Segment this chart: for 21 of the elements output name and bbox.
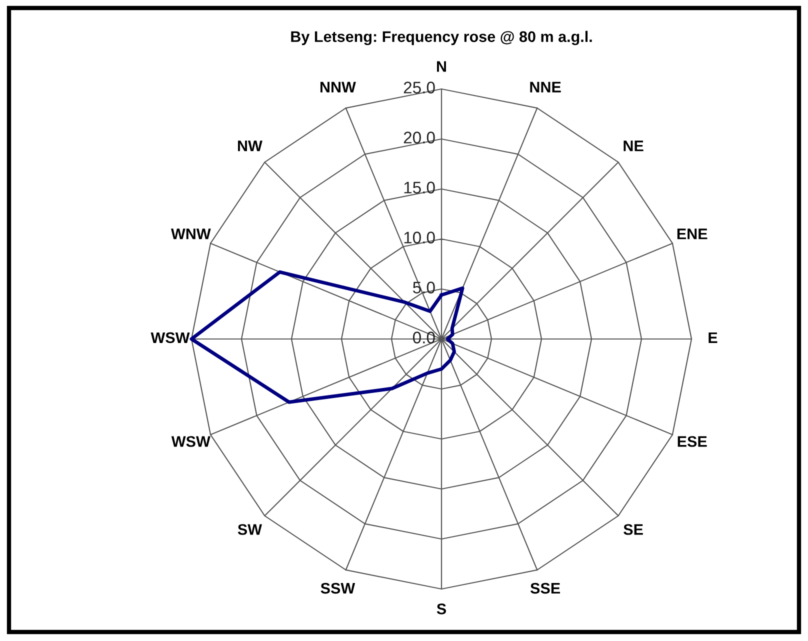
- spoke-label: S: [436, 604, 446, 614]
- spoke-label: SE: [624, 524, 643, 535]
- chart-title: By Letseng: Frequency rose @ 80 m a.g.l.: [291, 30, 592, 46]
- spoke-label: WSW: [171, 436, 210, 447]
- spoke-label: ENE: [677, 228, 708, 240]
- y-tick-label: 25.0: [404, 82, 435, 94]
- spoke-label: NE: [624, 140, 644, 152]
- spoke-label: WSW: [150, 332, 190, 344]
- y-tick-label: 10.0: [404, 232, 435, 244]
- spoke-label: ESE: [678, 436, 707, 447]
- spoke-label: SSE: [530, 582, 560, 594]
- spoke-label: SW: [238, 524, 262, 535]
- y-tick-label: 20.0: [404, 132, 435, 144]
- spoke-label: WNW: [170, 228, 211, 240]
- spoke-label: E: [708, 332, 718, 343]
- y-tick-label: 15.0: [404, 182, 435, 194]
- spoke-label: N: [437, 61, 446, 72]
- spoke-label: SSW: [320, 582, 356, 594]
- spoke-label: NW: [238, 140, 262, 152]
- spoke-label: NNW: [320, 82, 356, 92]
- spoke-label: NNE: [530, 82, 561, 92]
